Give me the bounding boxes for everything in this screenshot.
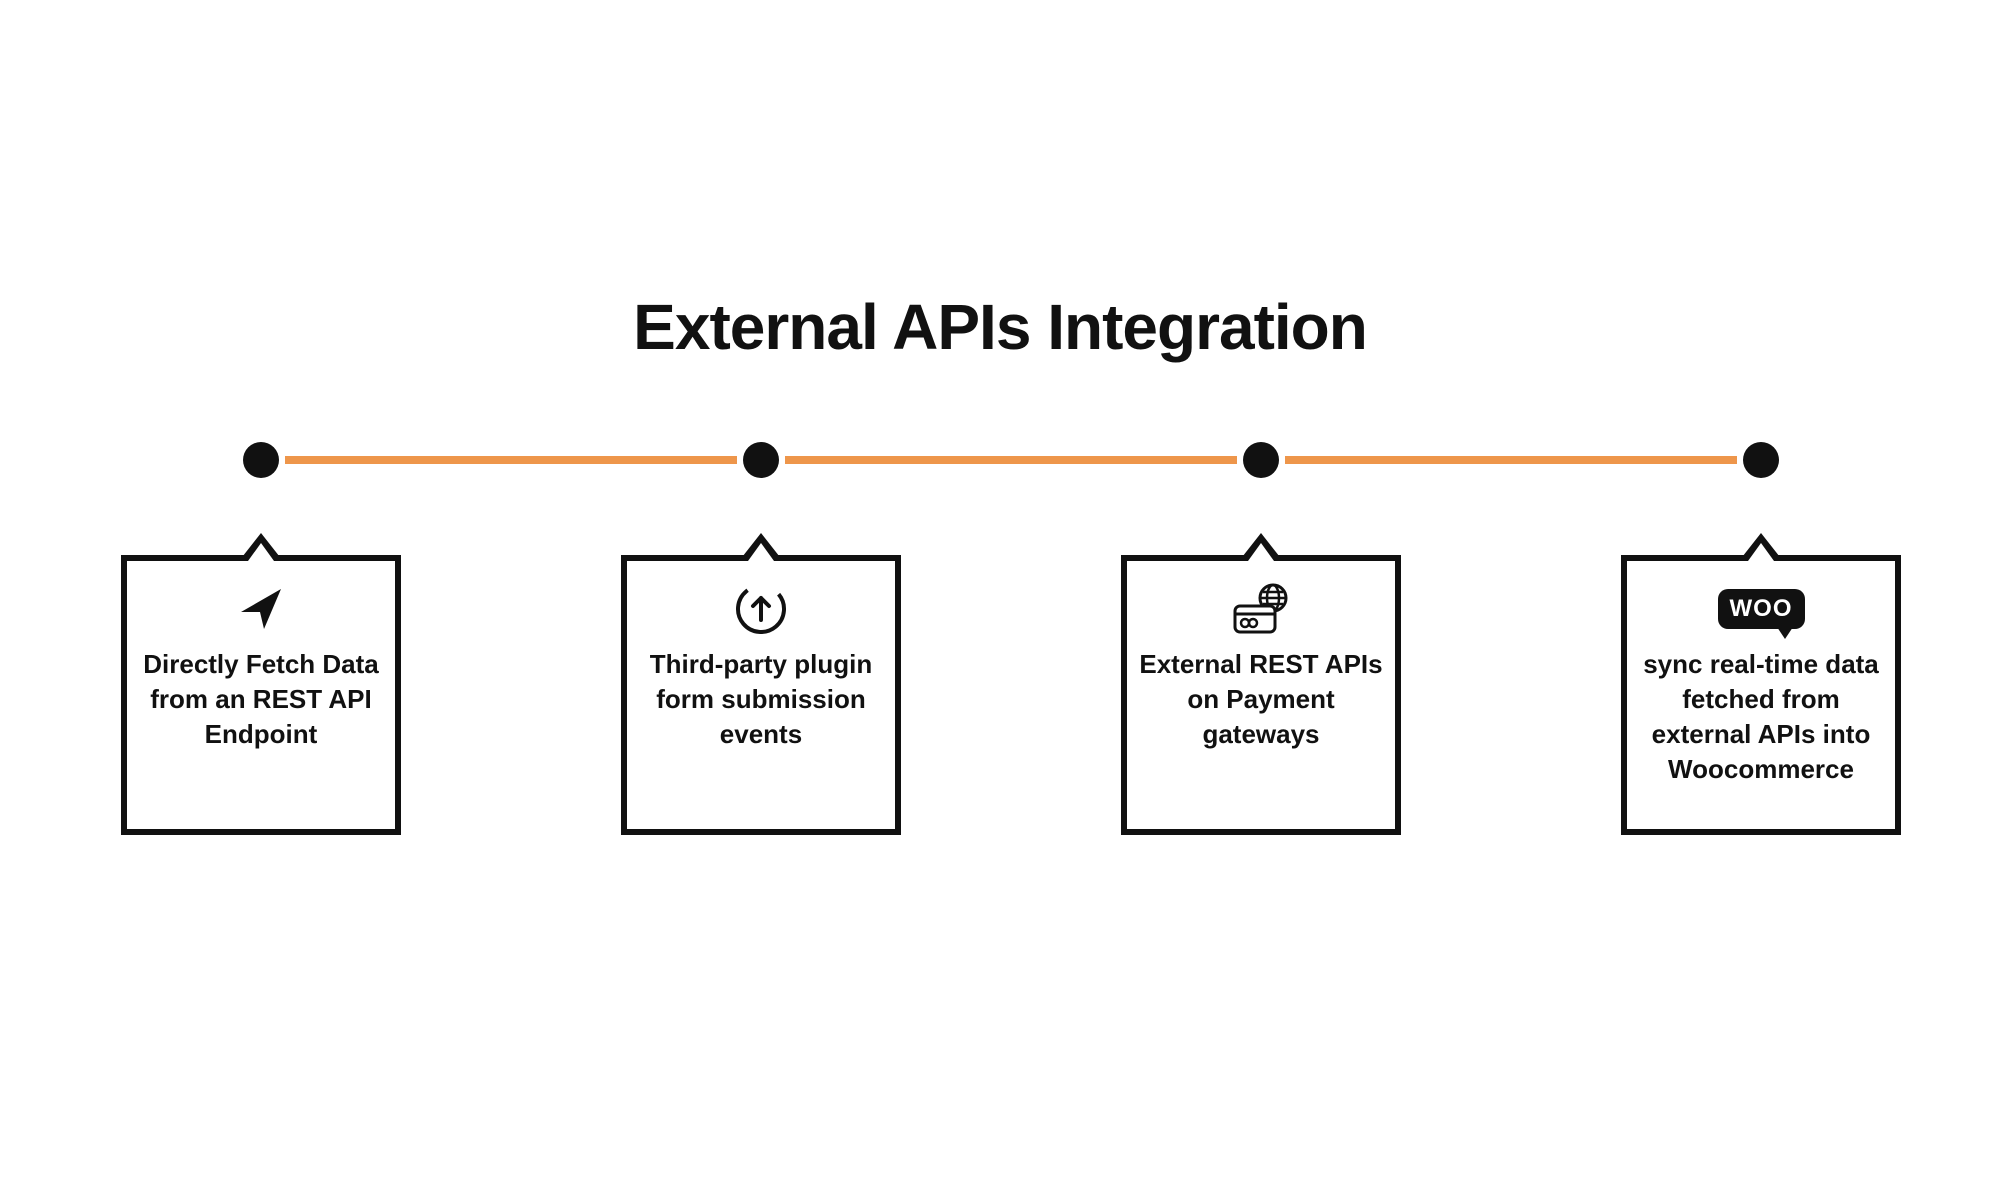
- timeline-segment-3: [1285, 456, 1737, 464]
- card-4: WOO sync real-time data fetched from ext…: [1621, 555, 1901, 835]
- timeline-dot-2: [743, 442, 779, 478]
- card-pointer: [1739, 533, 1783, 561]
- woo-icon: WOO: [1639, 581, 1883, 637]
- card-pointer: [739, 533, 783, 561]
- card-label: Third-party plugin form submission event…: [639, 647, 883, 752]
- location-arrow-icon: [139, 581, 383, 637]
- card-pointer: [239, 533, 283, 561]
- timeline-dot-1: [243, 442, 279, 478]
- page-title: External APIs Integration: [0, 290, 2000, 364]
- timeline-dot-4: [1743, 442, 1779, 478]
- timeline-segment-2: [785, 456, 1237, 464]
- card-label: sync real-time data fetched from externa…: [1639, 647, 1883, 787]
- card-2: Third-party plugin form submission event…: [621, 555, 901, 835]
- card-3: External REST APIs on Payment gateways: [1121, 555, 1401, 835]
- timeline-dot-3: [1243, 442, 1279, 478]
- card-pointer: [1239, 533, 1283, 561]
- timeline-segment-1: [285, 456, 737, 464]
- card-1: Directly Fetch Data from an REST API End…: [121, 555, 401, 835]
- card-globe-icon: [1139, 581, 1383, 637]
- card-label: Directly Fetch Data from an REST API End…: [139, 647, 383, 752]
- card-label: External REST APIs on Payment gateways: [1139, 647, 1383, 752]
- upload-circle-icon: [639, 581, 883, 637]
